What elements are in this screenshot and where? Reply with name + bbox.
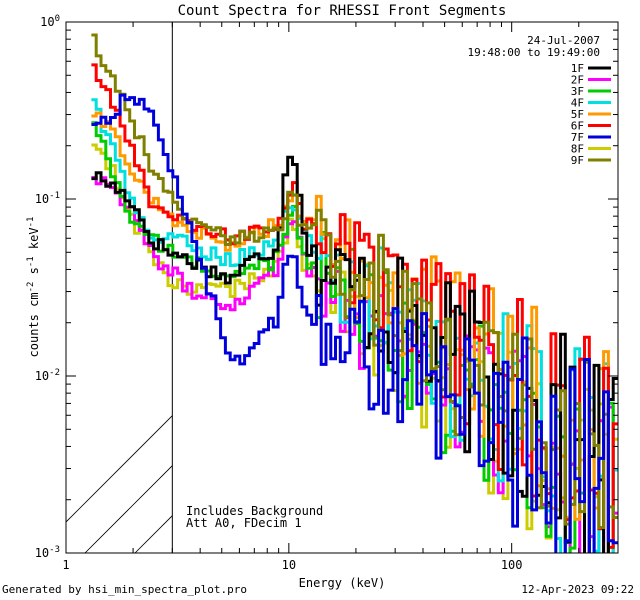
legend-label-4F: 4F: [571, 97, 584, 110]
legend-label-5F: 5F: [571, 108, 584, 121]
x-tick-label: 100: [501, 558, 523, 572]
y-tick-label: 100: [40, 14, 60, 29]
x-axis-label: Energy (keV): [299, 576, 386, 590]
annotations: Includes Background Att A0, FDecim 1: [186, 504, 323, 530]
x-tick-label: 10: [282, 558, 296, 572]
plot-frame: [65, 21, 619, 554]
legend-label-6F: 6F: [571, 120, 584, 133]
series-layer: [91, 33, 618, 553]
footer-timestamp: 12-Apr-2023 09:22: [521, 583, 634, 596]
legend-label-8F: 8F: [571, 143, 584, 156]
hatched-background-region: [66, 415, 173, 553]
legend-label-3F: 3F: [571, 85, 584, 98]
series-line-9F: [91, 33, 618, 529]
annotation-background: Includes Background: [186, 504, 323, 518]
annotation-attenuator: Att A0, FDecim 1: [186, 516, 302, 530]
legend-label-9F: 9F: [571, 154, 584, 167]
legend-label-2F: 2F: [571, 74, 584, 87]
legend-label-1F: 1F: [571, 62, 584, 75]
y-tick-labels: 100 10-1 10-2 10-3: [35, 14, 60, 560]
legend-date: 24-Jul-2007: [527, 34, 600, 47]
y-tick-label: 10-3: [35, 545, 60, 560]
x-tick-label: 1: [62, 558, 69, 572]
chart-title: Count Spectra for RHESSI Front Segments: [178, 3, 507, 19]
y-axis-label: counts cm-2 s-1 keV-1: [26, 217, 41, 358]
axis-ticks: [65, 21, 619, 554]
footer-generated-by: Generated by hsi_min_spectra_plot.pro: [2, 583, 248, 596]
y-tick-label: 10-2: [35, 368, 60, 383]
legend-label-7F: 7F: [571, 131, 584, 144]
hatch-line: [134, 515, 173, 553]
x-tick-labels: 1 10 100: [62, 558, 522, 572]
y-tick-label: 10-1: [35, 191, 60, 206]
series-line-7F: [91, 93, 618, 553]
legend-time-range: 19:48:00 to 19:49:00: [468, 46, 600, 59]
series-line-6F: [91, 63, 618, 549]
hatch-line: [84, 465, 173, 553]
legend: 24-Jul-2007 19:48:00 to 19:49:00 1F2F3F4…: [468, 34, 611, 167]
